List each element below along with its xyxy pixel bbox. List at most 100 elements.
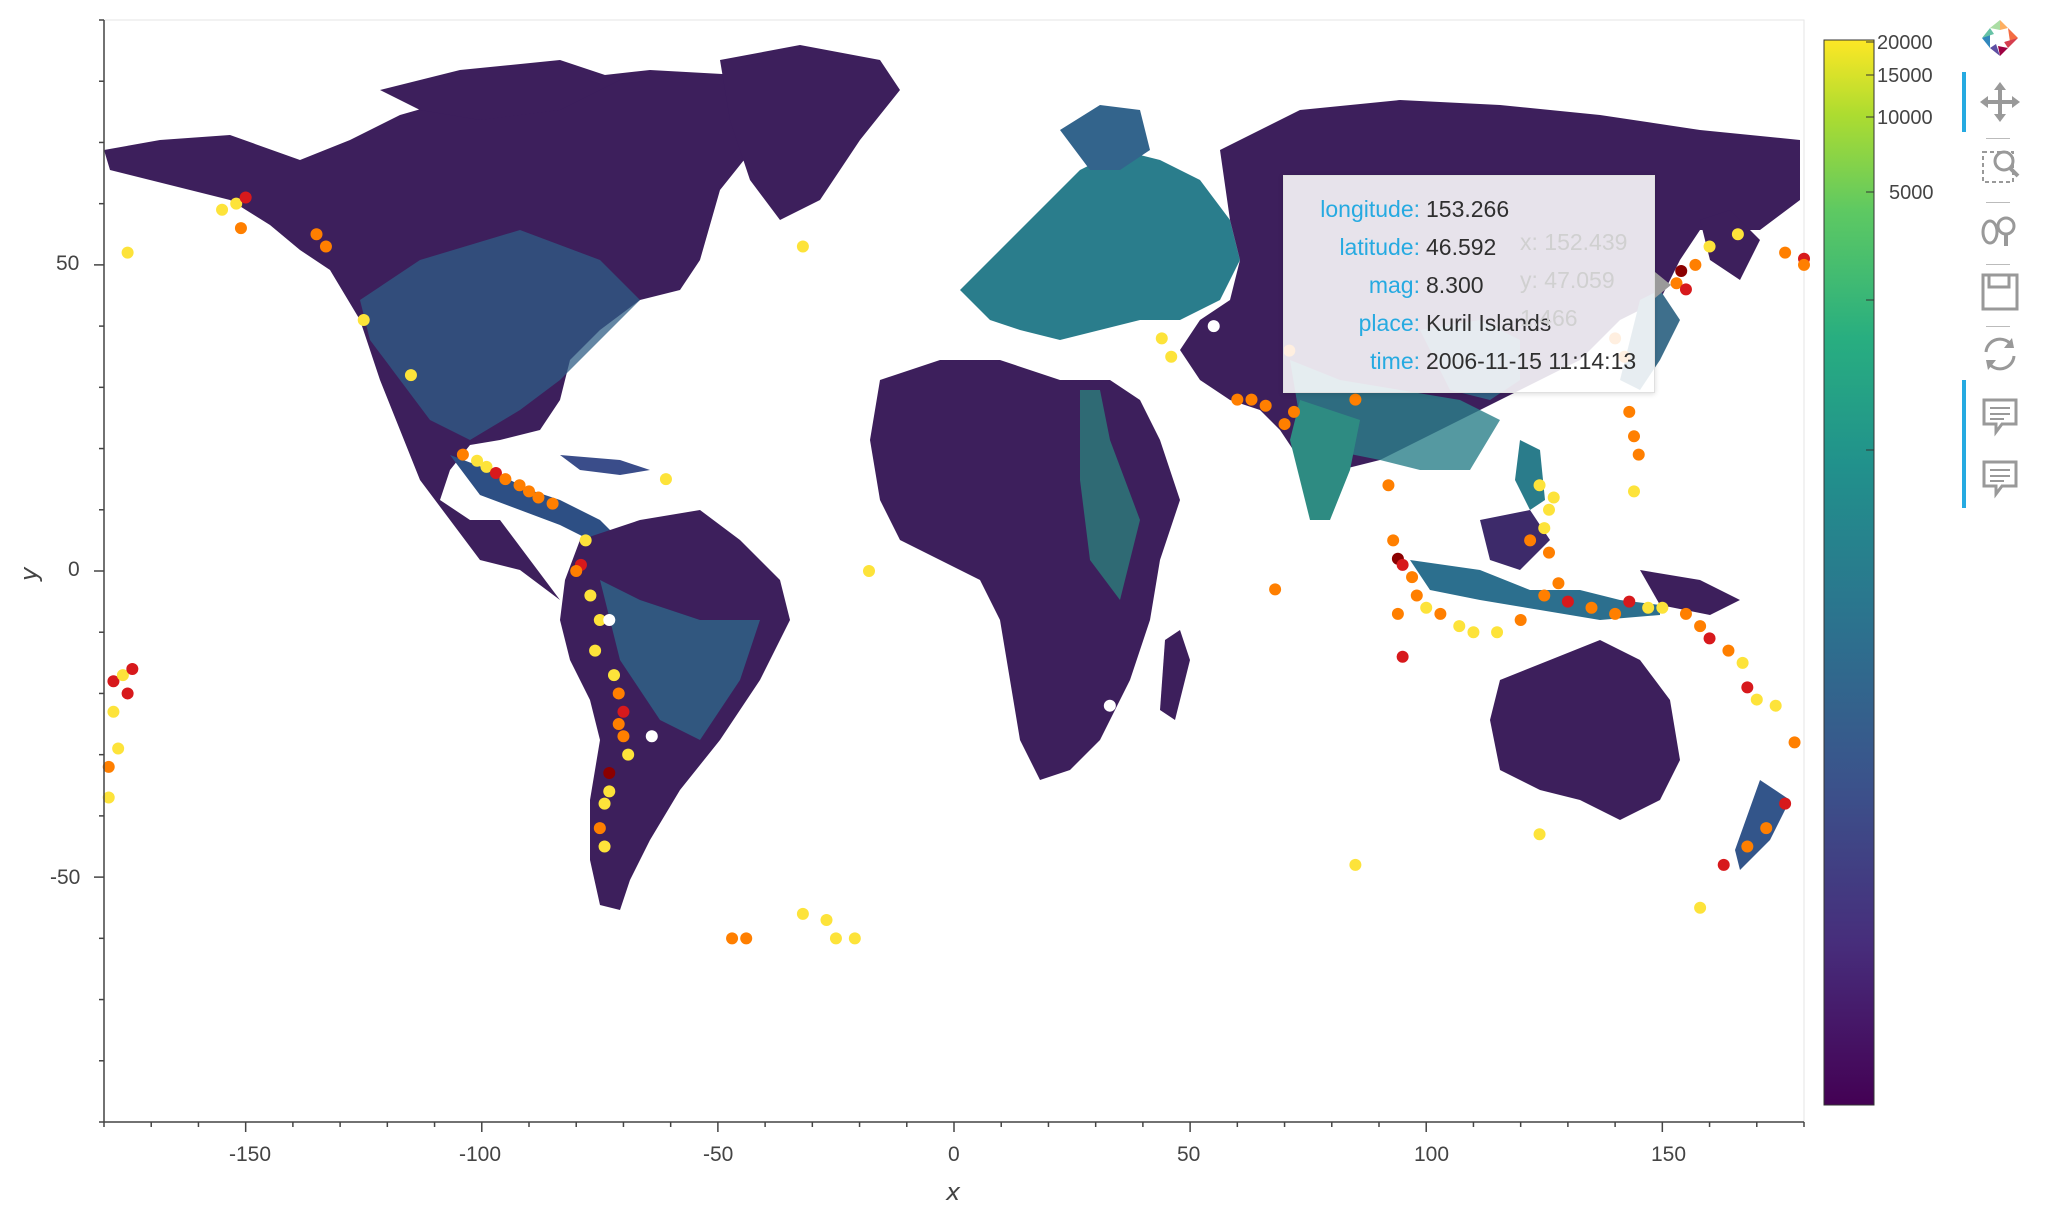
earthquake-point[interactable] <box>1547 491 1560 504</box>
earthquake-point[interactable] <box>570 565 583 577</box>
earthquake-point[interactable] <box>126 662 139 675</box>
wheel-zoom-icon[interactable] <box>1978 208 2022 252</box>
earthquake-point[interactable] <box>1561 595 1574 608</box>
earthquake-point[interactable] <box>1269 583 1282 596</box>
earthquake-point[interactable] <box>622 748 635 761</box>
earthquake-point[interactable] <box>230 197 243 210</box>
earthquake-point[interactable] <box>1731 228 1744 241</box>
earthquake-point[interactable] <box>659 473 672 486</box>
earthquake-point[interactable] <box>102 760 115 773</box>
earthquake-point[interactable] <box>1679 283 1692 296</box>
earthquake-point[interactable] <box>584 589 597 602</box>
earthquake-point[interactable] <box>589 644 602 657</box>
earthquake-point[interactable] <box>1694 620 1707 633</box>
earthquake-point[interactable] <box>1769 699 1782 712</box>
earthquake-point[interactable] <box>404 369 417 382</box>
earthquake-point[interactable] <box>1382 479 1395 492</box>
earthquake-point[interactable] <box>357 313 370 326</box>
earthquake-point[interactable] <box>102 791 115 804</box>
earthquake-point[interactable] <box>1609 607 1622 620</box>
earthquake-point[interactable] <box>1798 258 1810 271</box>
earthquake-point[interactable] <box>1387 534 1400 547</box>
earthquake-point[interactable] <box>1642 601 1655 614</box>
earthquake-point[interactable] <box>1703 632 1716 645</box>
earthquake-point[interactable] <box>1722 644 1735 657</box>
earthquake-point[interactable] <box>603 785 616 798</box>
earthquake-point[interactable] <box>1420 601 1433 614</box>
earthquake-point[interactable] <box>1750 693 1763 706</box>
earthquake-point[interactable] <box>1245 393 1258 406</box>
earthquake-point[interactable] <box>645 730 658 743</box>
earthquake-point[interactable] <box>319 240 332 253</box>
hover-icon[interactable] <box>1978 456 2022 500</box>
earthquake-point[interactable] <box>1632 448 1645 461</box>
earthquake-point[interactable] <box>1406 571 1419 584</box>
earthquake-point[interactable] <box>1741 681 1754 694</box>
earthquake-point[interactable] <box>107 705 120 718</box>
earthquake-point[interactable] <box>1410 589 1423 602</box>
earthquake-point[interactable] <box>1278 828 1291 841</box>
earthquake-point[interactable] <box>1467 626 1480 639</box>
earthquake-point[interactable] <box>532 491 545 504</box>
earthquake-point[interactable] <box>617 730 630 743</box>
earthquake-point[interactable] <box>1103 699 1116 712</box>
hover-icon[interactable] <box>1978 394 2022 438</box>
earthquake-point[interactable] <box>1514 613 1527 626</box>
earthquake-point[interactable] <box>1656 601 1669 614</box>
earthquake-point[interactable] <box>1533 828 1546 841</box>
earthquake-point[interactable] <box>593 613 606 626</box>
earthquake-point[interactable] <box>1689 258 1702 271</box>
earthquake-point[interactable] <box>1396 650 1409 663</box>
earthquake-point[interactable] <box>1538 522 1551 535</box>
earthquake-point[interactable] <box>1703 240 1716 253</box>
earthquake-point[interactable] <box>107 675 120 688</box>
earthquake-point[interactable] <box>1288 405 1300 418</box>
earthquake-point[interactable] <box>1538 589 1551 602</box>
earthquake-point[interactable] <box>1670 277 1683 290</box>
earthquake-point[interactable] <box>598 797 611 810</box>
earthquake-point[interactable] <box>1278 418 1291 431</box>
earthquake-point[interactable] <box>1207 320 1220 333</box>
earthquake-point[interactable] <box>1628 485 1640 498</box>
save-icon[interactable] <box>1978 270 2022 314</box>
earthquake-point[interactable] <box>617 705 630 718</box>
earthquake-point[interactable] <box>239 191 252 204</box>
earthquake-point[interactable] <box>796 240 809 253</box>
earthquake-point[interactable] <box>1391 607 1404 620</box>
earthquake-point[interactable] <box>121 246 134 259</box>
bokeh-logo-icon[interactable] <box>1978 16 2022 60</box>
earthquake-point[interactable] <box>603 613 616 626</box>
earthquake-point[interactable] <box>740 932 753 945</box>
earthquake-point[interactable] <box>1694 901 1707 914</box>
earthquake-point[interactable] <box>1623 595 1636 608</box>
earthquake-point[interactable] <box>1349 858 1362 871</box>
earthquake-point[interactable] <box>1524 534 1537 547</box>
earthquake-point[interactable] <box>489 467 502 480</box>
earthquake-point[interactable] <box>1736 656 1749 669</box>
pan-icon[interactable] <box>1978 80 2022 124</box>
earthquake-point[interactable] <box>612 718 625 731</box>
earthquake-point[interactable] <box>1259 399 1272 412</box>
earthquake-point[interactable] <box>1543 503 1555 516</box>
box-zoom-icon[interactable] <box>1978 144 2022 188</box>
earthquake-point[interactable] <box>112 742 125 755</box>
earthquake-point[interactable] <box>1349 393 1362 406</box>
earthquake-point[interactable] <box>546 497 559 510</box>
earthquake-point[interactable] <box>1675 265 1688 278</box>
earthquake-point[interactable] <box>1741 840 1754 853</box>
earthquake-point[interactable] <box>579 534 592 547</box>
earthquake-point[interactable] <box>234 222 247 235</box>
earthquake-point[interactable] <box>1165 350 1178 363</box>
earthquake-point[interactable] <box>513 479 526 492</box>
earthquake-point[interactable] <box>612 687 625 700</box>
earthquake-point[interactable] <box>1552 577 1565 590</box>
earthquake-point[interactable] <box>1396 558 1409 571</box>
earthquake-point[interactable] <box>608 669 620 682</box>
earthquake-point[interactable] <box>603 767 616 780</box>
earthquake-point[interactable] <box>863 565 875 577</box>
earthquake-point[interactable] <box>796 907 809 920</box>
earthquake-point[interactable] <box>116 669 129 682</box>
earthquake-point[interactable] <box>1155 332 1168 345</box>
earthquake-point[interactable] <box>216 203 229 216</box>
